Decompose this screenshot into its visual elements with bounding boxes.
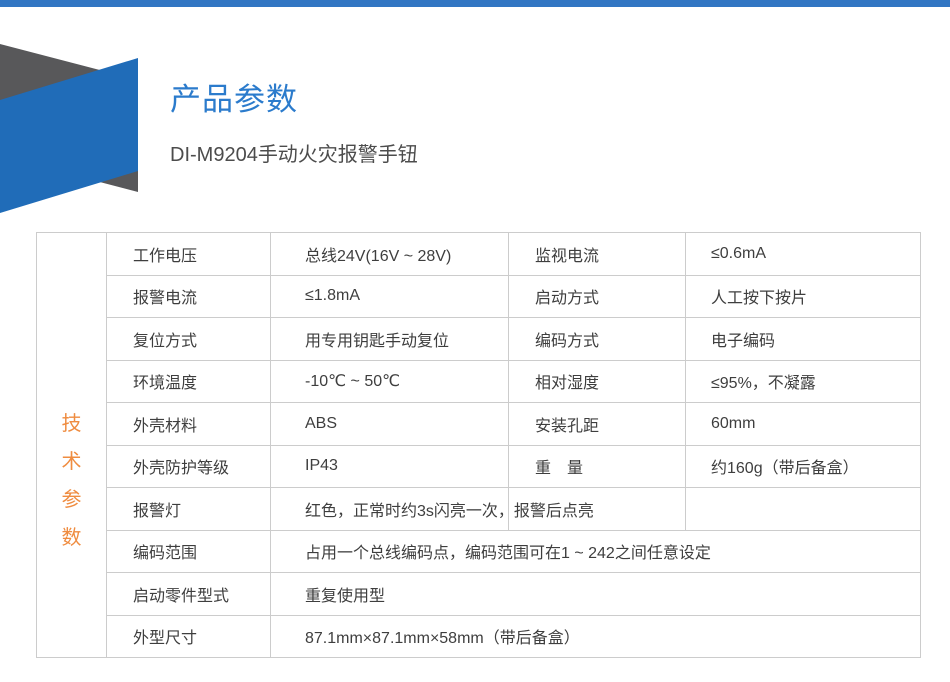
param-value: 人工按下按片 xyxy=(685,274,921,318)
table-row: 外壳防护等级 IP43 重 量 约160g（带后备盒） xyxy=(37,444,921,488)
table-row: 技 术 参 数 工作电压 总线24V(16V ~ 28V) 监视电流 ≤0.6m… xyxy=(36,232,921,658)
param-label: 外壳材料 xyxy=(106,402,271,446)
param-value: 占用一个总线编码点，编码范围可在1 ~ 242之间任意设定 xyxy=(270,529,921,573)
param-value: 总线24V(16V ~ 28V) xyxy=(270,232,509,276)
overflowing-value-text: 红色，正常时约3s闪亮一次，报警后点亮 xyxy=(305,502,594,520)
param-value: 约160g（带后备盒） xyxy=(685,444,921,488)
param-value: -10℃ ~ 50℃ xyxy=(270,359,509,403)
side-header-cell: 技 术 参 数 xyxy=(36,232,107,658)
header-decoration xyxy=(0,0,140,220)
gray-ribbon-shape xyxy=(0,44,138,192)
vertical-label-char: 技 xyxy=(61,413,82,435)
param-value: 87.1mm×87.1mm×58mm（带后备盒） xyxy=(270,614,921,658)
table-row: 外壳材料 ABS 安装孔距 60mm xyxy=(37,402,921,446)
param-label: 报警灯 xyxy=(106,487,271,531)
vertical-label-char: 数 xyxy=(61,527,82,549)
param-value: 60mm xyxy=(685,402,921,446)
param-label: 安装孔距 xyxy=(508,402,686,446)
table-row: 复位方式 用专用钥匙手动复位 编码方式 电子编码 xyxy=(37,317,921,361)
param-value: 用专用钥匙手动复位 xyxy=(270,317,509,361)
vertical-label-char: 术 xyxy=(61,451,82,473)
table-row: 报警灯 红色，正常时约3s闪亮一次，报警后点亮 xyxy=(37,487,921,531)
param-value: 电子编码 xyxy=(685,317,921,361)
param-label: 外壳防护等级 xyxy=(106,444,271,488)
empty-cell xyxy=(685,487,921,531)
param-label: 复位方式 xyxy=(106,317,271,361)
param-label: 启动零件型式 xyxy=(106,572,271,616)
blue-ribbon-shape xyxy=(0,58,138,213)
table-row: 报警电流 ≤1.8mA 启动方式 人工按下按片 xyxy=(37,274,921,318)
param-label: 监视电流 xyxy=(508,232,686,276)
table-row: 编码范围 占用一个总线编码点，编码范围可在1 ~ 242之间任意设定 xyxy=(37,529,921,573)
param-value: 红色，正常时约3s闪亮一次，报警后点亮 xyxy=(270,487,594,531)
page-title: 产品参数 xyxy=(170,82,298,117)
vertical-label-char: 参 xyxy=(61,489,82,511)
table-row: 外型尺寸 87.1mm×87.1mm×58mm（带后备盒） xyxy=(37,614,921,658)
vertical-section-label: 技 术 参 数 xyxy=(37,341,106,549)
param-label: 报警电流 xyxy=(106,274,271,318)
param-value: ≤95%，不凝露 xyxy=(685,359,921,403)
top-accent-bar xyxy=(0,0,950,7)
param-label: 相对湿度 xyxy=(508,359,686,403)
spec-table-container: 技 术 参 数 工作电压 总线24V(16V ~ 28V) 监视电流 ≤0.6m… xyxy=(36,232,921,658)
param-label: 编码方式 xyxy=(508,317,686,361)
empty-cell xyxy=(508,487,686,531)
param-label: 重 量 xyxy=(508,444,686,488)
param-value: 重复使用型 xyxy=(270,572,921,616)
param-label: 启动方式 xyxy=(508,274,686,318)
param-value: ≤0.6mA xyxy=(685,232,921,276)
table-row: 环境温度 -10℃ ~ 50℃ 相对湿度 ≤95%，不凝露 xyxy=(37,359,921,403)
param-label: 工作电压 xyxy=(106,232,271,276)
product-model-subtitle: DI-M9204手动火灾报警手钮 xyxy=(170,144,418,166)
param-label: 外型尺寸 xyxy=(106,614,271,658)
param-value: ≤1.8mA xyxy=(270,274,509,318)
table-row: 启动零件型式 重复使用型 xyxy=(37,572,921,616)
param-label: 编码范围 xyxy=(106,529,271,573)
spec-table: 技 术 参 数 工作电压 总线24V(16V ~ 28V) 监视电流 ≤0.6m… xyxy=(36,232,921,658)
param-value: ABS xyxy=(270,402,509,446)
param-value: IP43 xyxy=(270,444,509,488)
param-label: 环境温度 xyxy=(106,359,271,403)
